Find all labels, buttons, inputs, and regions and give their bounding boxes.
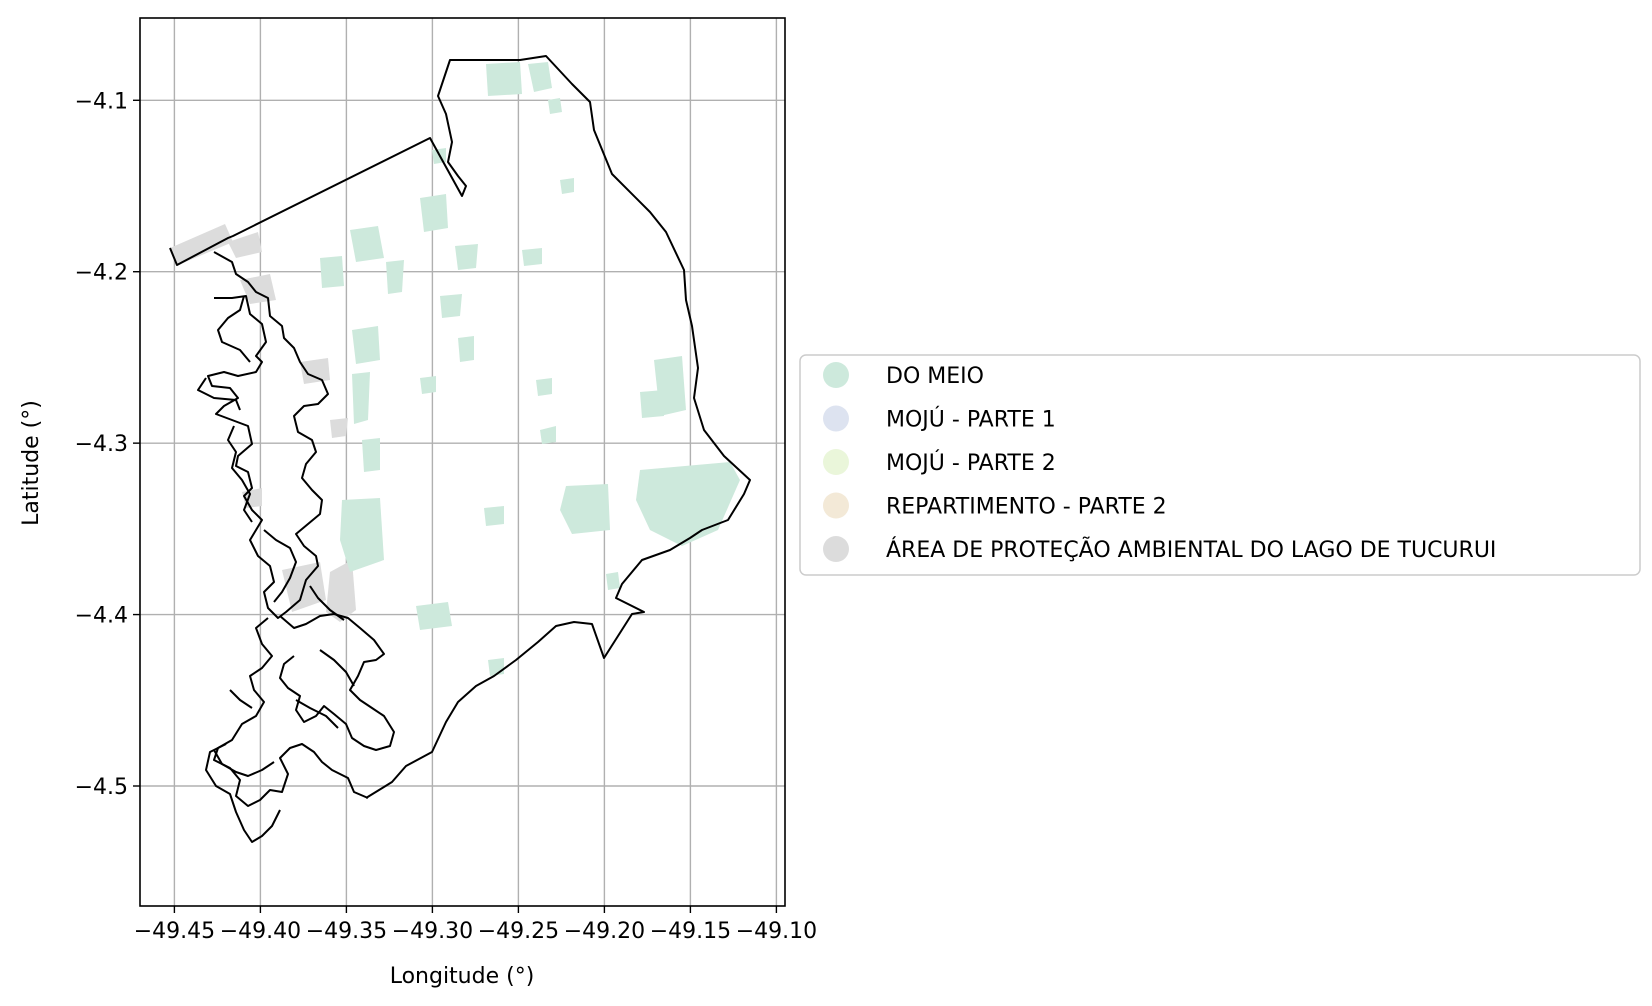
y-tick-label: −4.5 (75, 775, 128, 800)
x-tick-label: −49.30 (392, 919, 473, 944)
legend-entry: ÁREA DE PROTEÇÃO AMBIENTAL DO LAGO DE TU… (823, 536, 1496, 563)
legend-entry: MOJÚ - PARTE 1 (823, 405, 1056, 433)
x-axis-label: Longitude (°) (390, 964, 535, 989)
legend-entry: REPARTIMENTO - PARTE 2 (823, 492, 1167, 520)
legend-marker (823, 536, 849, 562)
legend-marker (823, 449, 849, 475)
legend-marker (823, 405, 849, 432)
plot-area (140, 18, 785, 906)
y-tick-label: −4.3 (75, 432, 128, 457)
municipality-boundary (169, 55, 751, 843)
x-tick-label: −49.25 (478, 919, 559, 944)
y-tick-label: −4.1 (75, 89, 128, 114)
legend-label: DO MEIO (886, 364, 984, 389)
legend-entry: DO MEIO (823, 362, 984, 389)
legend-label: REPARTIMENTO - PARTE 2 (886, 495, 1167, 520)
x-tick-label: −49.10 (736, 919, 817, 944)
y-tick-label: −4.4 (75, 604, 128, 629)
legend-marker (823, 362, 849, 388)
y-tick-label: −4.2 (75, 261, 128, 286)
legend-box (799, 354, 1641, 576)
x-tick-label: −49.35 (306, 919, 387, 944)
legend-label: MOJÚ - PARTE 1 (886, 407, 1056, 433)
grid (140, 18, 785, 906)
legend-marker (823, 492, 849, 519)
x-tick-label: −49.45 (134, 919, 215, 944)
apa-tucurui-area (170, 224, 356, 622)
x-axis-ticks: −49.45 −49.40 −49.35 −49.30 −49.25 −49.20 −49.… (134, 906, 817, 944)
legend: DO MEIO MOJÚ - PARTE 1 MOJÚ - PARTE 2 REPAR… (799, 354, 1641, 576)
plot-frame (139, 17, 786, 907)
legend-label: ÁREA DE PROTEÇÃO AMBIENTAL DO LAGO DE TU… (886, 536, 1496, 563)
x-tick-label: −49.15 (650, 919, 731, 944)
x-tick-label: −49.20 (564, 919, 645, 944)
y-axis-ticks: −4.1 −4.2 −4.3 −4.4 −4.5 (75, 89, 140, 800)
legend-label: MOJÚ - PARTE 2 (886, 450, 1056, 476)
y-axis-label: Latitude (°) (19, 400, 44, 526)
x-tick-label: −49.40 (220, 919, 301, 944)
legend-entry: MOJÚ - PARTE 2 (823, 449, 1056, 476)
